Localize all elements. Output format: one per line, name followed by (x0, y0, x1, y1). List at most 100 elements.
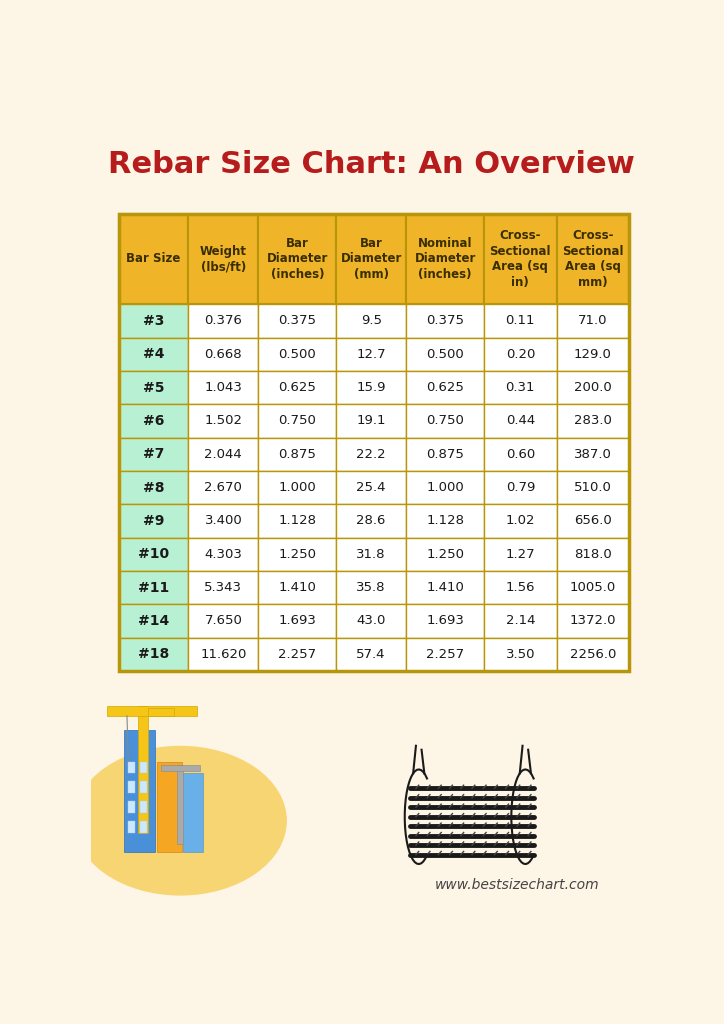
FancyBboxPatch shape (177, 766, 183, 845)
FancyBboxPatch shape (258, 504, 336, 538)
FancyBboxPatch shape (258, 214, 336, 304)
FancyBboxPatch shape (258, 571, 336, 604)
Text: 656.0: 656.0 (574, 514, 612, 527)
Text: 1005.0: 1005.0 (570, 581, 616, 594)
FancyBboxPatch shape (128, 781, 135, 793)
FancyBboxPatch shape (128, 762, 135, 773)
Text: 2.14: 2.14 (505, 614, 535, 628)
Text: 71.0: 71.0 (578, 314, 607, 328)
Text: 1.043: 1.043 (204, 381, 243, 394)
Text: #7: #7 (143, 447, 164, 461)
Text: #6: #6 (143, 414, 164, 428)
FancyBboxPatch shape (258, 471, 336, 504)
FancyBboxPatch shape (188, 538, 258, 571)
FancyBboxPatch shape (406, 304, 484, 338)
FancyBboxPatch shape (119, 338, 188, 371)
FancyBboxPatch shape (406, 404, 484, 437)
FancyBboxPatch shape (119, 371, 188, 404)
FancyBboxPatch shape (336, 338, 406, 371)
Text: 2.257: 2.257 (278, 648, 316, 660)
FancyBboxPatch shape (125, 730, 155, 852)
Text: 43.0: 43.0 (356, 614, 386, 628)
FancyBboxPatch shape (557, 338, 629, 371)
Text: 2256.0: 2256.0 (570, 648, 616, 660)
FancyBboxPatch shape (119, 304, 188, 338)
Text: 0.625: 0.625 (278, 381, 316, 394)
FancyBboxPatch shape (557, 538, 629, 571)
FancyBboxPatch shape (557, 404, 629, 437)
Text: #3: #3 (143, 314, 164, 328)
FancyBboxPatch shape (258, 638, 336, 671)
FancyBboxPatch shape (406, 504, 484, 538)
Text: #9: #9 (143, 514, 164, 528)
FancyBboxPatch shape (336, 404, 406, 437)
FancyBboxPatch shape (336, 471, 406, 504)
FancyBboxPatch shape (258, 338, 336, 371)
FancyBboxPatch shape (484, 338, 557, 371)
Text: www.bestsizechart.com: www.bestsizechart.com (434, 878, 599, 892)
Text: 387.0: 387.0 (574, 447, 612, 461)
FancyBboxPatch shape (406, 471, 484, 504)
Text: 5.343: 5.343 (204, 581, 243, 594)
Text: 4.303: 4.303 (204, 548, 243, 561)
Text: 510.0: 510.0 (574, 481, 612, 494)
Text: 0.376: 0.376 (204, 314, 243, 328)
Text: 22.2: 22.2 (356, 447, 386, 461)
Text: 283.0: 283.0 (574, 415, 612, 427)
Text: 0.11: 0.11 (505, 314, 535, 328)
FancyBboxPatch shape (406, 571, 484, 604)
FancyBboxPatch shape (336, 214, 406, 304)
Text: 0.750: 0.750 (278, 415, 316, 427)
Text: #18: #18 (138, 647, 169, 662)
Text: 1.693: 1.693 (426, 614, 464, 628)
Text: 1.250: 1.250 (278, 548, 316, 561)
Text: 15.9: 15.9 (356, 381, 386, 394)
Text: 1.250: 1.250 (426, 548, 464, 561)
FancyBboxPatch shape (484, 604, 557, 638)
Text: Rebar Size Chart: An Overview: Rebar Size Chart: An Overview (108, 151, 634, 179)
FancyBboxPatch shape (119, 214, 188, 304)
Text: 0.750: 0.750 (426, 415, 464, 427)
Text: 3.50: 3.50 (505, 648, 535, 660)
FancyBboxPatch shape (188, 371, 258, 404)
FancyBboxPatch shape (258, 604, 336, 638)
FancyBboxPatch shape (140, 801, 147, 813)
Text: 0.875: 0.875 (278, 447, 316, 461)
Text: 1372.0: 1372.0 (570, 614, 616, 628)
Text: #14: #14 (138, 613, 169, 628)
FancyBboxPatch shape (557, 371, 629, 404)
Text: 1.02: 1.02 (505, 514, 535, 527)
FancyBboxPatch shape (188, 638, 258, 671)
FancyBboxPatch shape (406, 214, 484, 304)
Text: 1.410: 1.410 (426, 581, 464, 594)
Text: 1.128: 1.128 (278, 514, 316, 527)
FancyBboxPatch shape (406, 371, 484, 404)
FancyBboxPatch shape (140, 781, 147, 793)
Text: #5: #5 (143, 381, 164, 394)
Text: 1.56: 1.56 (505, 581, 535, 594)
FancyBboxPatch shape (336, 371, 406, 404)
Text: 1.128: 1.128 (426, 514, 464, 527)
Text: 3.400: 3.400 (204, 514, 243, 527)
Text: 2.670: 2.670 (204, 481, 243, 494)
FancyBboxPatch shape (183, 773, 203, 852)
FancyBboxPatch shape (484, 404, 557, 437)
FancyBboxPatch shape (119, 571, 188, 604)
FancyBboxPatch shape (557, 304, 629, 338)
FancyBboxPatch shape (336, 504, 406, 538)
FancyBboxPatch shape (484, 504, 557, 538)
FancyBboxPatch shape (336, 437, 406, 471)
FancyBboxPatch shape (484, 571, 557, 604)
FancyBboxPatch shape (188, 304, 258, 338)
FancyBboxPatch shape (557, 437, 629, 471)
FancyBboxPatch shape (336, 604, 406, 638)
FancyBboxPatch shape (406, 437, 484, 471)
FancyBboxPatch shape (484, 538, 557, 571)
FancyBboxPatch shape (336, 571, 406, 604)
Text: 818.0: 818.0 (574, 548, 612, 561)
Text: 9.5: 9.5 (361, 314, 382, 328)
FancyBboxPatch shape (484, 371, 557, 404)
Text: 35.8: 35.8 (356, 581, 386, 594)
Text: 28.6: 28.6 (356, 514, 386, 527)
Text: 0.375: 0.375 (278, 314, 316, 328)
